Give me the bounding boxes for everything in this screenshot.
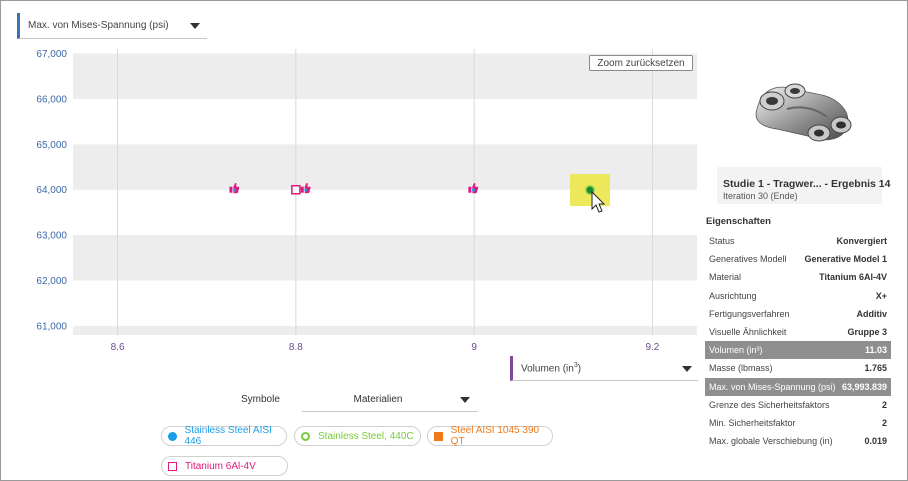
legend-chip-label: Steel AISI 1045 390 QT xyxy=(450,425,540,447)
square-filled-icon xyxy=(434,431,443,441)
y-axis-dropdown-label: Max. von Mises-Spannung (psi) xyxy=(28,20,169,31)
property-label: Grenze des Sicherheitsfaktors xyxy=(709,399,830,410)
property-value: 2 xyxy=(881,399,887,410)
chevron-down-icon xyxy=(460,397,470,403)
property-row: Max. von Mises-Spannung (psi) 63,993.839 xyxy=(705,377,891,396)
property-value: 2 xyxy=(881,418,887,428)
zoom-reset-button[interactable]: Zoom zurücksetzen xyxy=(589,55,693,71)
property-row: Status Konvergiert xyxy=(705,232,891,250)
legend-chip-label: Stainless Steel AISI 446 xyxy=(184,425,272,447)
symbols-dropdown-value: Materialien xyxy=(353,394,403,405)
symbols-dropdown[interactable]: Materialien xyxy=(302,388,478,412)
property-value: Konvergiert xyxy=(836,236,887,246)
grid-band xyxy=(73,235,697,281)
chevron-down-icon xyxy=(190,23,200,29)
property-value: 1.765 xyxy=(864,363,887,374)
property-label: Material xyxy=(709,272,742,283)
legend-chip-label: Titanium 6Al-4V xyxy=(185,460,256,472)
circle-open-icon xyxy=(301,431,310,441)
properties-heading: Eigenschaften xyxy=(706,216,771,227)
y-tick-label: 62,000 xyxy=(36,276,67,287)
property-label: Volumen (in³) xyxy=(709,345,763,356)
data-point-thumb[interactable] xyxy=(300,183,311,194)
square-open-icon xyxy=(168,461,177,471)
scatter-plot[interactable]: 67,000 66,000 65,000 64,000 63,000 62,000 61,0… xyxy=(1,1,701,361)
property-row: Masse (lbmass) 1.765 xyxy=(705,359,891,377)
property-label: Masse (lbmass) xyxy=(709,363,773,374)
property-label: Min. Sicherheitsfaktor xyxy=(709,418,796,428)
property-label: Status xyxy=(709,236,735,246)
y-tick-label: 66,000 xyxy=(36,94,67,105)
x-tick-label: 8.6 xyxy=(111,342,125,353)
property-row: Min. Sicherheitsfaktor 2 xyxy=(705,414,891,432)
y-tick-label: 63,000 xyxy=(36,231,67,242)
property-row: Volumen (in³) 11.03 xyxy=(705,341,891,360)
property-label: Visuelle Ähnlichkeit xyxy=(709,327,787,337)
legend-chip-steel-1045[interactable]: Steel AISI 1045 390 QT xyxy=(427,425,553,447)
legend-chip-label: Stainless Steel, 440C xyxy=(318,430,414,442)
symbols-label: Symbole xyxy=(241,394,280,405)
property-value: Titanium 6Al-4V xyxy=(819,272,887,283)
property-value: 0.019 xyxy=(864,436,887,447)
legend-chip-titanium[interactable]: Titanium 6Al-4V xyxy=(161,456,288,476)
property-label: Ausrichtung xyxy=(709,290,757,301)
property-row: Ausrichtung X+ xyxy=(705,287,891,305)
property-row: Generatives Modell Generative Model 1 xyxy=(705,250,891,268)
property-value: 63,993.839 xyxy=(841,381,887,392)
data-point-thumb[interactable] xyxy=(229,183,240,194)
property-value: Generative Model 1 xyxy=(804,254,887,265)
x-axis-dropdown-label: Volumen (in3) xyxy=(521,361,582,375)
study-title: Studie 1 - Tragwer... - Ergebnis 14 xyxy=(723,178,891,190)
grid-band xyxy=(73,325,697,335)
y-tick-label: 65,000 xyxy=(36,140,67,151)
property-row: Fertigungsverfahren Additiv xyxy=(705,305,891,323)
legend-chip-stainless-446[interactable]: Stainless Steel AISI 446 xyxy=(161,425,287,447)
part-thumbnail-image xyxy=(717,39,882,167)
data-point-square[interactable] xyxy=(291,184,301,195)
legend-chip-stainless-440c[interactable]: Stainless Steel, 440C xyxy=(294,426,421,446)
property-value: Gruppe 3 xyxy=(847,327,887,337)
data-point-thumb[interactable] xyxy=(468,183,479,194)
property-row: Material Titanium 6Al-4V xyxy=(705,268,891,286)
property-value: Additiv xyxy=(856,308,888,319)
x-tick-label: 9.2 xyxy=(645,342,659,353)
property-row: Visuelle Ähnlichkeit Gruppe 3 xyxy=(705,323,891,341)
y-tick-label: 61,000 xyxy=(36,321,67,332)
property-value: X+ xyxy=(875,290,887,301)
study-subtitle: Iteration 30 (Ende) xyxy=(723,191,798,201)
property-label: Fertigungsverfahren xyxy=(709,308,790,319)
property-row: Max. globale Verschiebung (in) 0.019 xyxy=(705,432,891,450)
property-row: Grenze des Sicherheitsfaktors 2 xyxy=(705,396,891,414)
x-tick-label: 9 xyxy=(471,342,477,353)
property-value: 11.03 xyxy=(864,345,887,356)
chevron-down-icon xyxy=(682,366,692,372)
property-label: Max. von Mises-Spannung (psi) xyxy=(709,381,836,392)
y-tick-label: 67,000 xyxy=(36,49,67,60)
x-axis-dropdown[interactable]: Volumen (in3) xyxy=(510,356,698,381)
y-axis-dropdown[interactable]: Max. von Mises-Spannung (psi) xyxy=(17,13,207,39)
property-label: Max. globale Verschiebung (in) xyxy=(709,436,833,447)
mouse-cursor-icon xyxy=(591,190,606,213)
y-tick-label: 64,000 xyxy=(36,185,67,196)
scatter-chart-svg[interactable]: 67,000 66,000 65,000 64,000 63,000 62,000 61,0… xyxy=(1,1,701,361)
x-tick-label: 8.8 xyxy=(289,342,303,353)
circle-filled-icon xyxy=(168,431,177,441)
property-label: Generatives Modell xyxy=(709,254,787,265)
study-thumbnail-card[interactable]: Studie 1 - Tragwer... - Ergebnis 14 Iter… xyxy=(717,39,890,204)
